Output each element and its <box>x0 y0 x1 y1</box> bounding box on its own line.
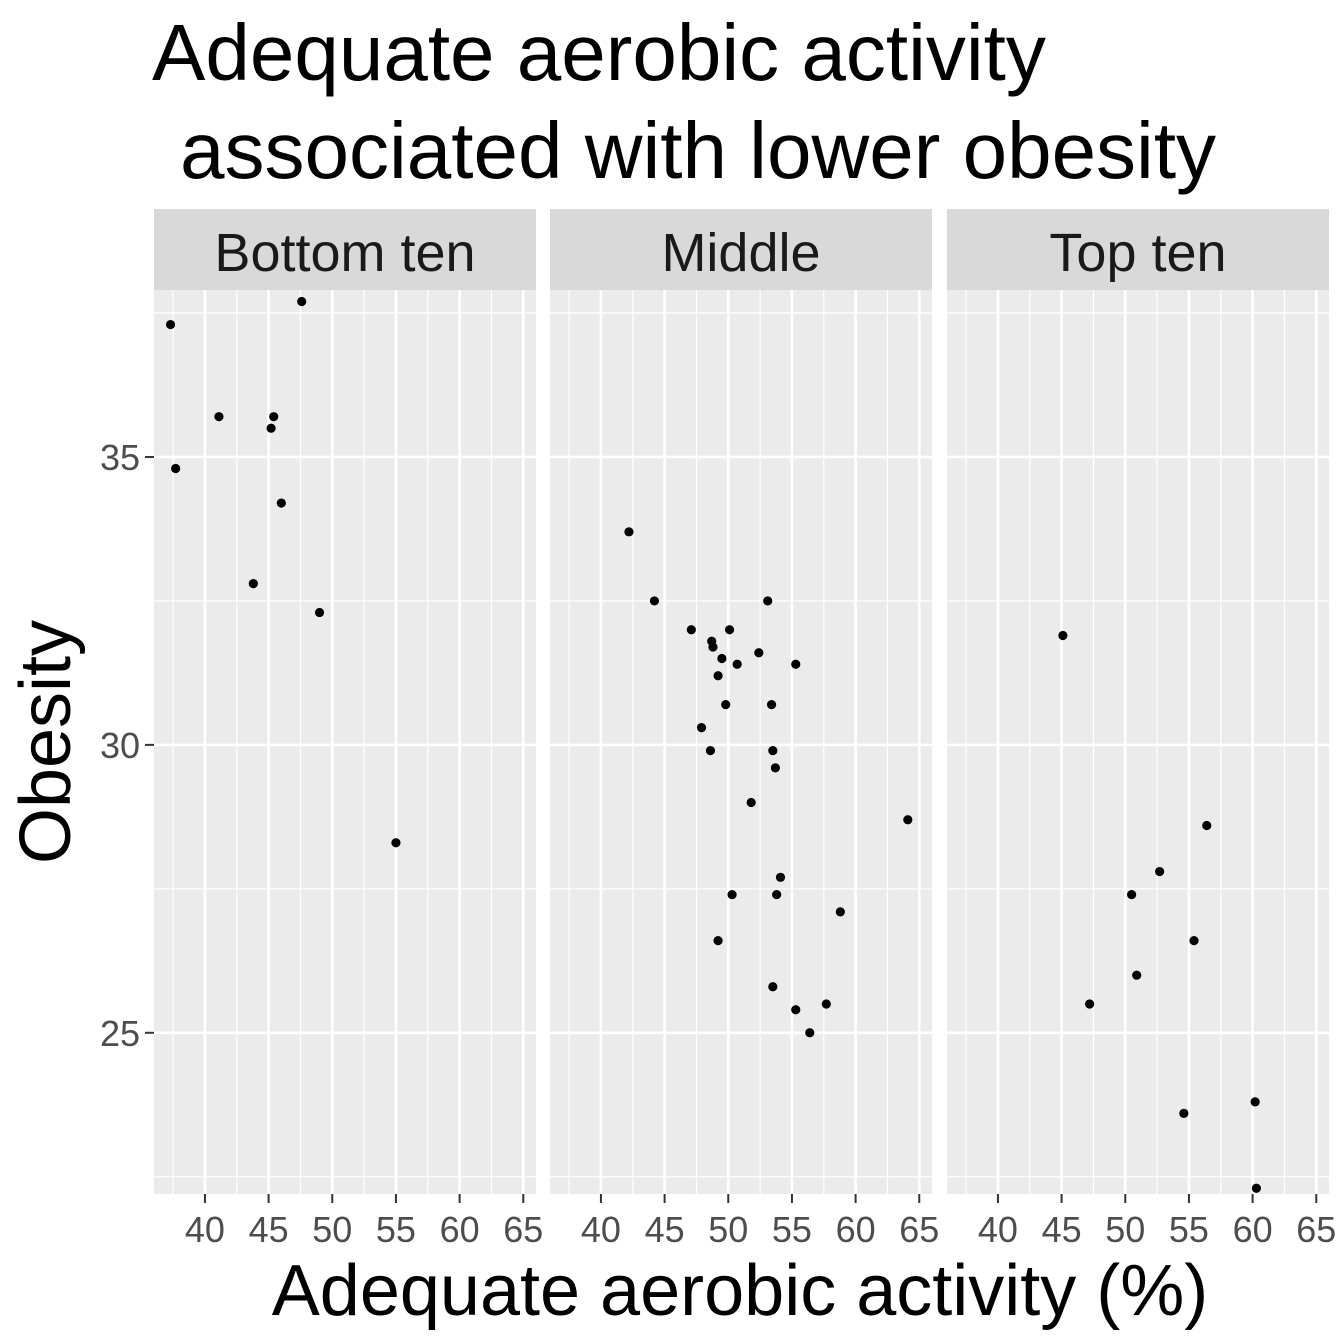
x-tick-label: 40 <box>978 1209 1018 1250</box>
y-tick-label: 30 <box>100 725 140 766</box>
x-tick-label: 50 <box>312 1209 352 1250</box>
x-tick-label: 50 <box>708 1209 748 1250</box>
facet-strip <box>550 209 932 290</box>
y-axis-title: Obesity <box>6 620 86 864</box>
data-point <box>1085 999 1095 1009</box>
data-point <box>791 1005 801 1015</box>
data-point <box>1189 936 1199 946</box>
facet-strip-label: Bottom ten <box>214 223 475 283</box>
x-tick-label: 60 <box>836 1209 876 1250</box>
data-point <box>1058 630 1068 641</box>
x-tick-label: 65 <box>503 1209 543 1250</box>
data-point <box>721 699 731 710</box>
data-point <box>1202 820 1212 831</box>
data-point <box>732 659 742 669</box>
data-point <box>763 596 773 606</box>
data-point <box>708 642 718 652</box>
data-point <box>214 412 224 422</box>
facet-top-ten: Top ten 40 45 50 55 60 65 <box>947 209 1336 1250</box>
x-tick-label: 45 <box>249 1209 289 1250</box>
x-tick-label: 65 <box>899 1209 939 1250</box>
data-point <box>248 579 258 589</box>
facet-middle: Middle 40 45 50 55 60 65 <box>550 209 939 1250</box>
data-point <box>713 936 723 946</box>
x-tick-label: 55 <box>376 1209 416 1250</box>
x-axis-title: Adequate aerobic activity (%) <box>272 1251 1208 1331</box>
x-tick-label: 55 <box>1169 1209 1209 1250</box>
facet-bottom-ten: Bottom ten 40 45 50 55 60 65 <box>154 209 543 1250</box>
data-point <box>686 625 696 635</box>
data-point <box>165 319 176 330</box>
data-point <box>791 659 801 669</box>
data-point <box>835 907 845 917</box>
data-point <box>705 746 716 756</box>
data-point <box>391 838 401 848</box>
data-point <box>1179 1108 1189 1118</box>
data-point <box>276 498 286 508</box>
data-point <box>768 982 778 992</box>
chart-title-line-2: associated with lower obesity <box>180 106 1216 195</box>
y-tick-label: 35 <box>100 437 140 478</box>
data-point <box>903 815 913 825</box>
data-point <box>727 889 737 900</box>
facet-strip-label: Top ten <box>1049 223 1226 283</box>
x-tick-label: 60 <box>1233 1209 1273 1250</box>
data-point <box>821 999 831 1009</box>
data-point <box>649 596 660 606</box>
x-tick-label: 65 <box>1296 1209 1336 1250</box>
facet-strip <box>154 209 536 290</box>
x-tick-label: 40 <box>185 1209 225 1250</box>
data-point <box>768 746 778 756</box>
panel-background <box>154 290 536 1194</box>
chart-title: Adequate aerobic activity associated wit… <box>152 8 1216 195</box>
data-point <box>297 296 307 307</box>
data-point <box>1155 866 1165 877</box>
x-tick-label: 55 <box>772 1209 812 1250</box>
data-point <box>1127 889 1137 900</box>
facet-panels: Bottom ten 40 45 50 55 60 65 Middle 40 45 50 55 60 65… <box>154 209 1336 1250</box>
y-tick-label: 25 <box>100 1013 140 1054</box>
panel-background <box>947 290 1329 1194</box>
data-point <box>772 889 782 900</box>
data-point <box>770 763 780 773</box>
data-point <box>766 699 777 710</box>
x-tick-label: 40 <box>581 1209 621 1250</box>
data-point <box>266 423 276 433</box>
panel-background <box>550 290 932 1194</box>
data-point <box>713 671 723 681</box>
data-point <box>746 797 756 808</box>
facet-strip <box>947 209 1329 290</box>
data-point <box>1251 1183 1262 1193</box>
data-point <box>717 653 727 664</box>
data-point <box>805 1028 815 1038</box>
data-point <box>696 723 707 733</box>
x-tick-label: 45 <box>1042 1209 1082 1250</box>
data-point <box>1250 1097 1260 1107</box>
x-tick-label: 50 <box>1105 1209 1145 1250</box>
x-tick-label: 45 <box>645 1209 685 1250</box>
data-point <box>314 607 325 618</box>
data-point <box>624 527 634 537</box>
facet-strip-label: Middle <box>661 223 820 283</box>
data-point <box>1132 970 1142 980</box>
x-tick-label: 60 <box>440 1209 480 1250</box>
chart-title-line-1: Adequate aerobic activity <box>152 8 1046 97</box>
data-point <box>724 625 735 635</box>
data-point <box>269 412 279 422</box>
data-point <box>754 648 764 658</box>
data-point <box>775 872 786 882</box>
data-point <box>171 463 181 474</box>
y-axis: 25 30 35 <box>100 437 154 1054</box>
